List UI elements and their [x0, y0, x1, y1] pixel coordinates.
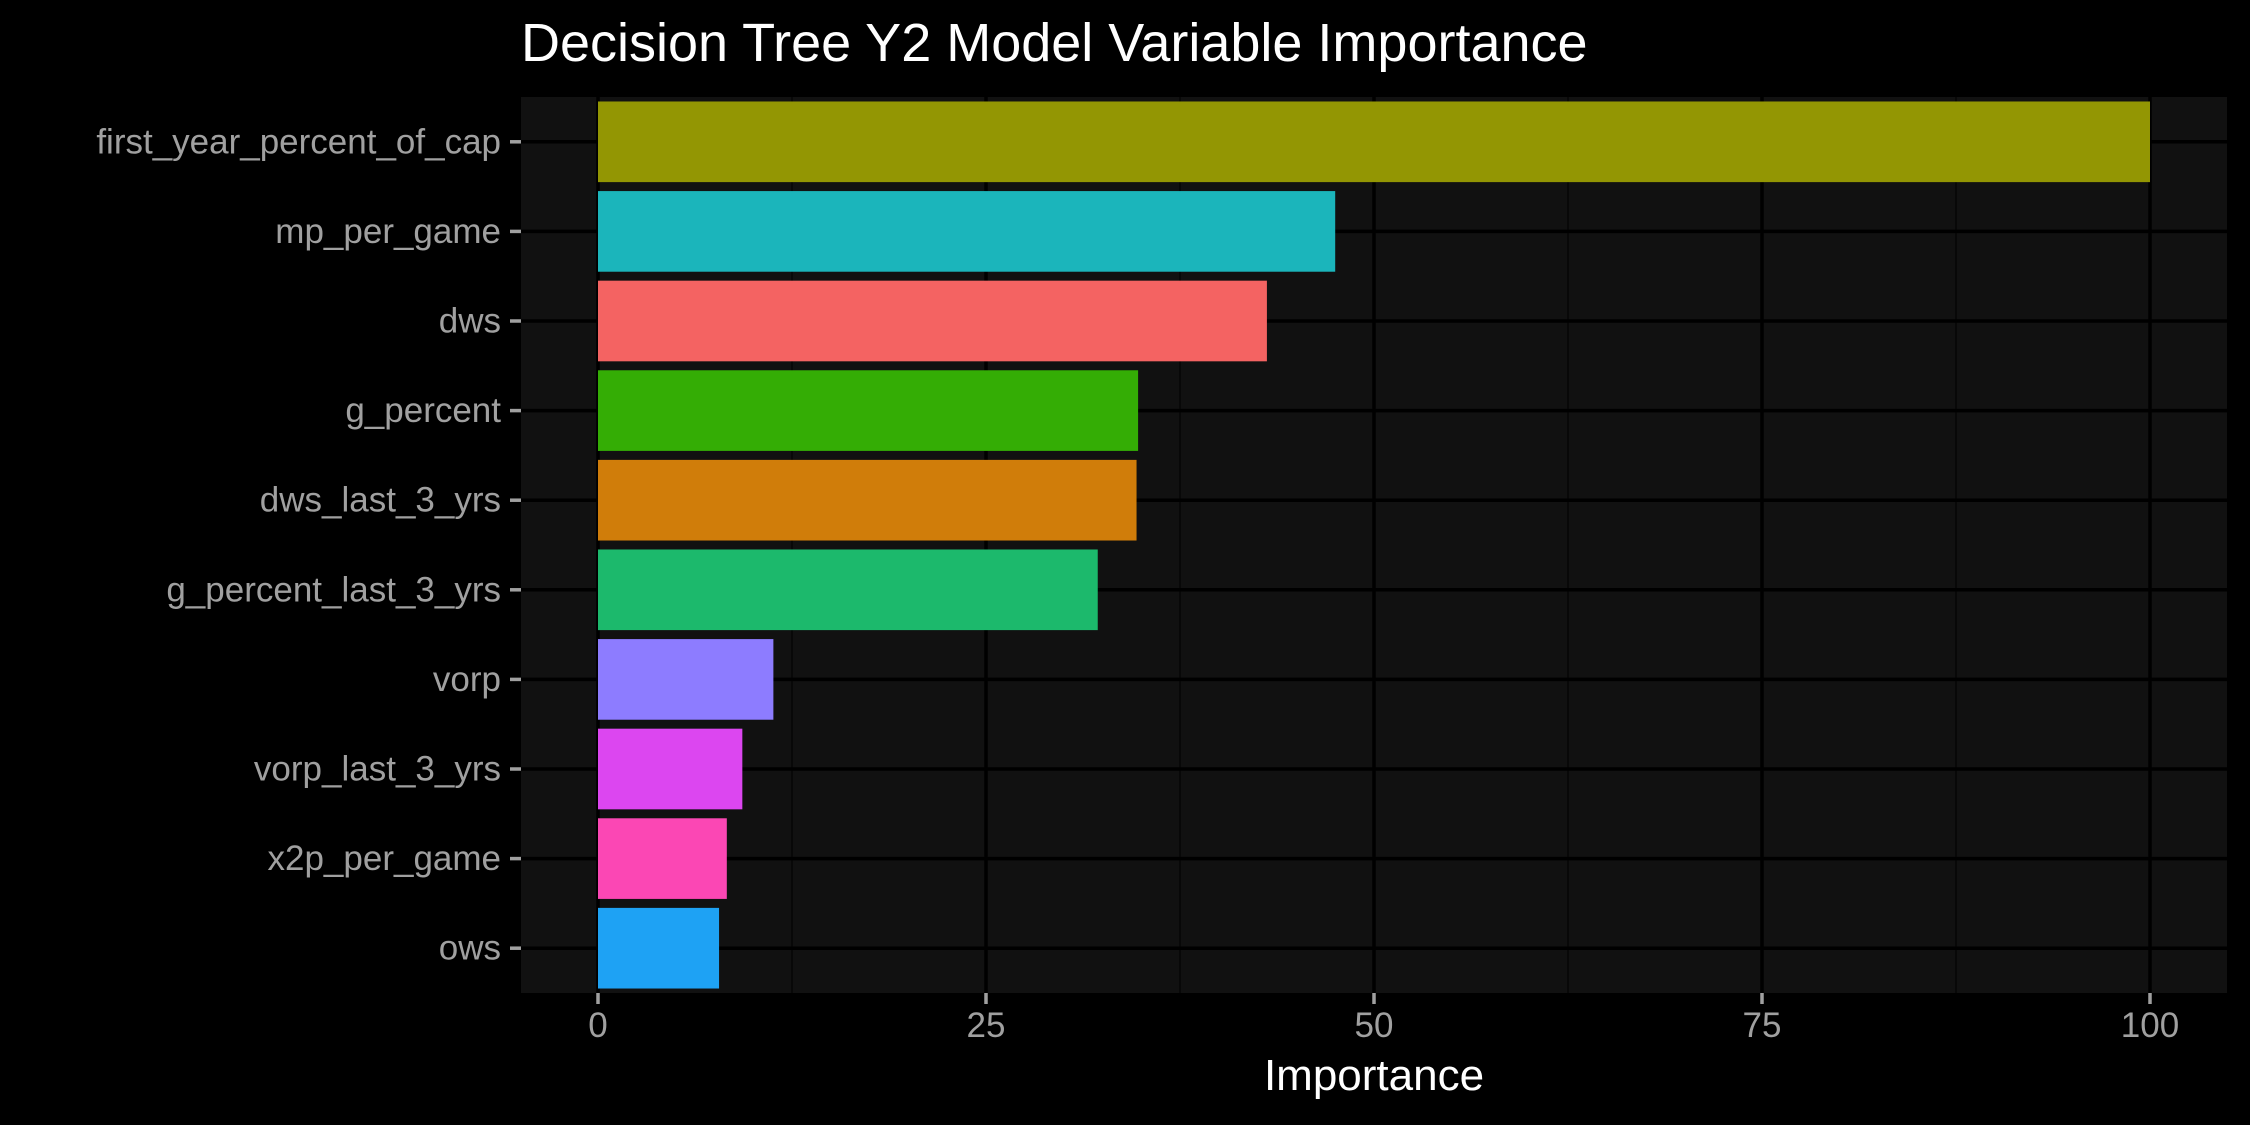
- x-tick-label: 25: [967, 1006, 1006, 1045]
- bar-vorp: [598, 639, 774, 720]
- y-tick-label: dws: [439, 302, 501, 341]
- chart-title: Decision Tree Y2 Model Variable Importan…: [521, 13, 1588, 73]
- y-tick-label: g_percent: [345, 391, 501, 430]
- bar-ows: [598, 907, 720, 989]
- x-tick-label: 50: [1355, 1006, 1394, 1045]
- bars: [598, 101, 2150, 989]
- bar-dws: [598, 280, 1267, 362]
- bar-first-year-percent-of-cap: [598, 101, 2150, 183]
- x-tick-label: 75: [1743, 1006, 1782, 1045]
- x-tick-label: 0: [588, 1006, 607, 1045]
- y-tick-label: first_year_percent_of_cap: [96, 122, 501, 161]
- y-tick-label: dws_last_3_yrs: [260, 481, 501, 520]
- y-tick-label: x2p_per_game: [268, 839, 502, 878]
- bar-mp-per-game: [598, 191, 1336, 272]
- y-tick-label: mp_per_game: [275, 212, 501, 251]
- bar-g-percent-last-3-yrs: [598, 549, 1098, 631]
- x-axis: 0 25 50 75 100: [588, 993, 2179, 1045]
- y-tick-label: vorp: [433, 660, 501, 699]
- y-tick-label: ows: [439, 929, 501, 968]
- bar-dws-last-3-yrs: [598, 459, 1137, 541]
- x-tick-label: 100: [2121, 1006, 2179, 1045]
- y-tick-label: vorp_last_3_yrs: [254, 750, 501, 789]
- bar-g-percent: [598, 370, 1139, 451]
- bar-vorp-last-3-yrs: [598, 728, 743, 810]
- x-axis-title: Importance: [1264, 1051, 1484, 1100]
- y-tick-label: g_percent_last_3_yrs: [166, 570, 501, 609]
- bar-x2p-per-game: [598, 818, 727, 899]
